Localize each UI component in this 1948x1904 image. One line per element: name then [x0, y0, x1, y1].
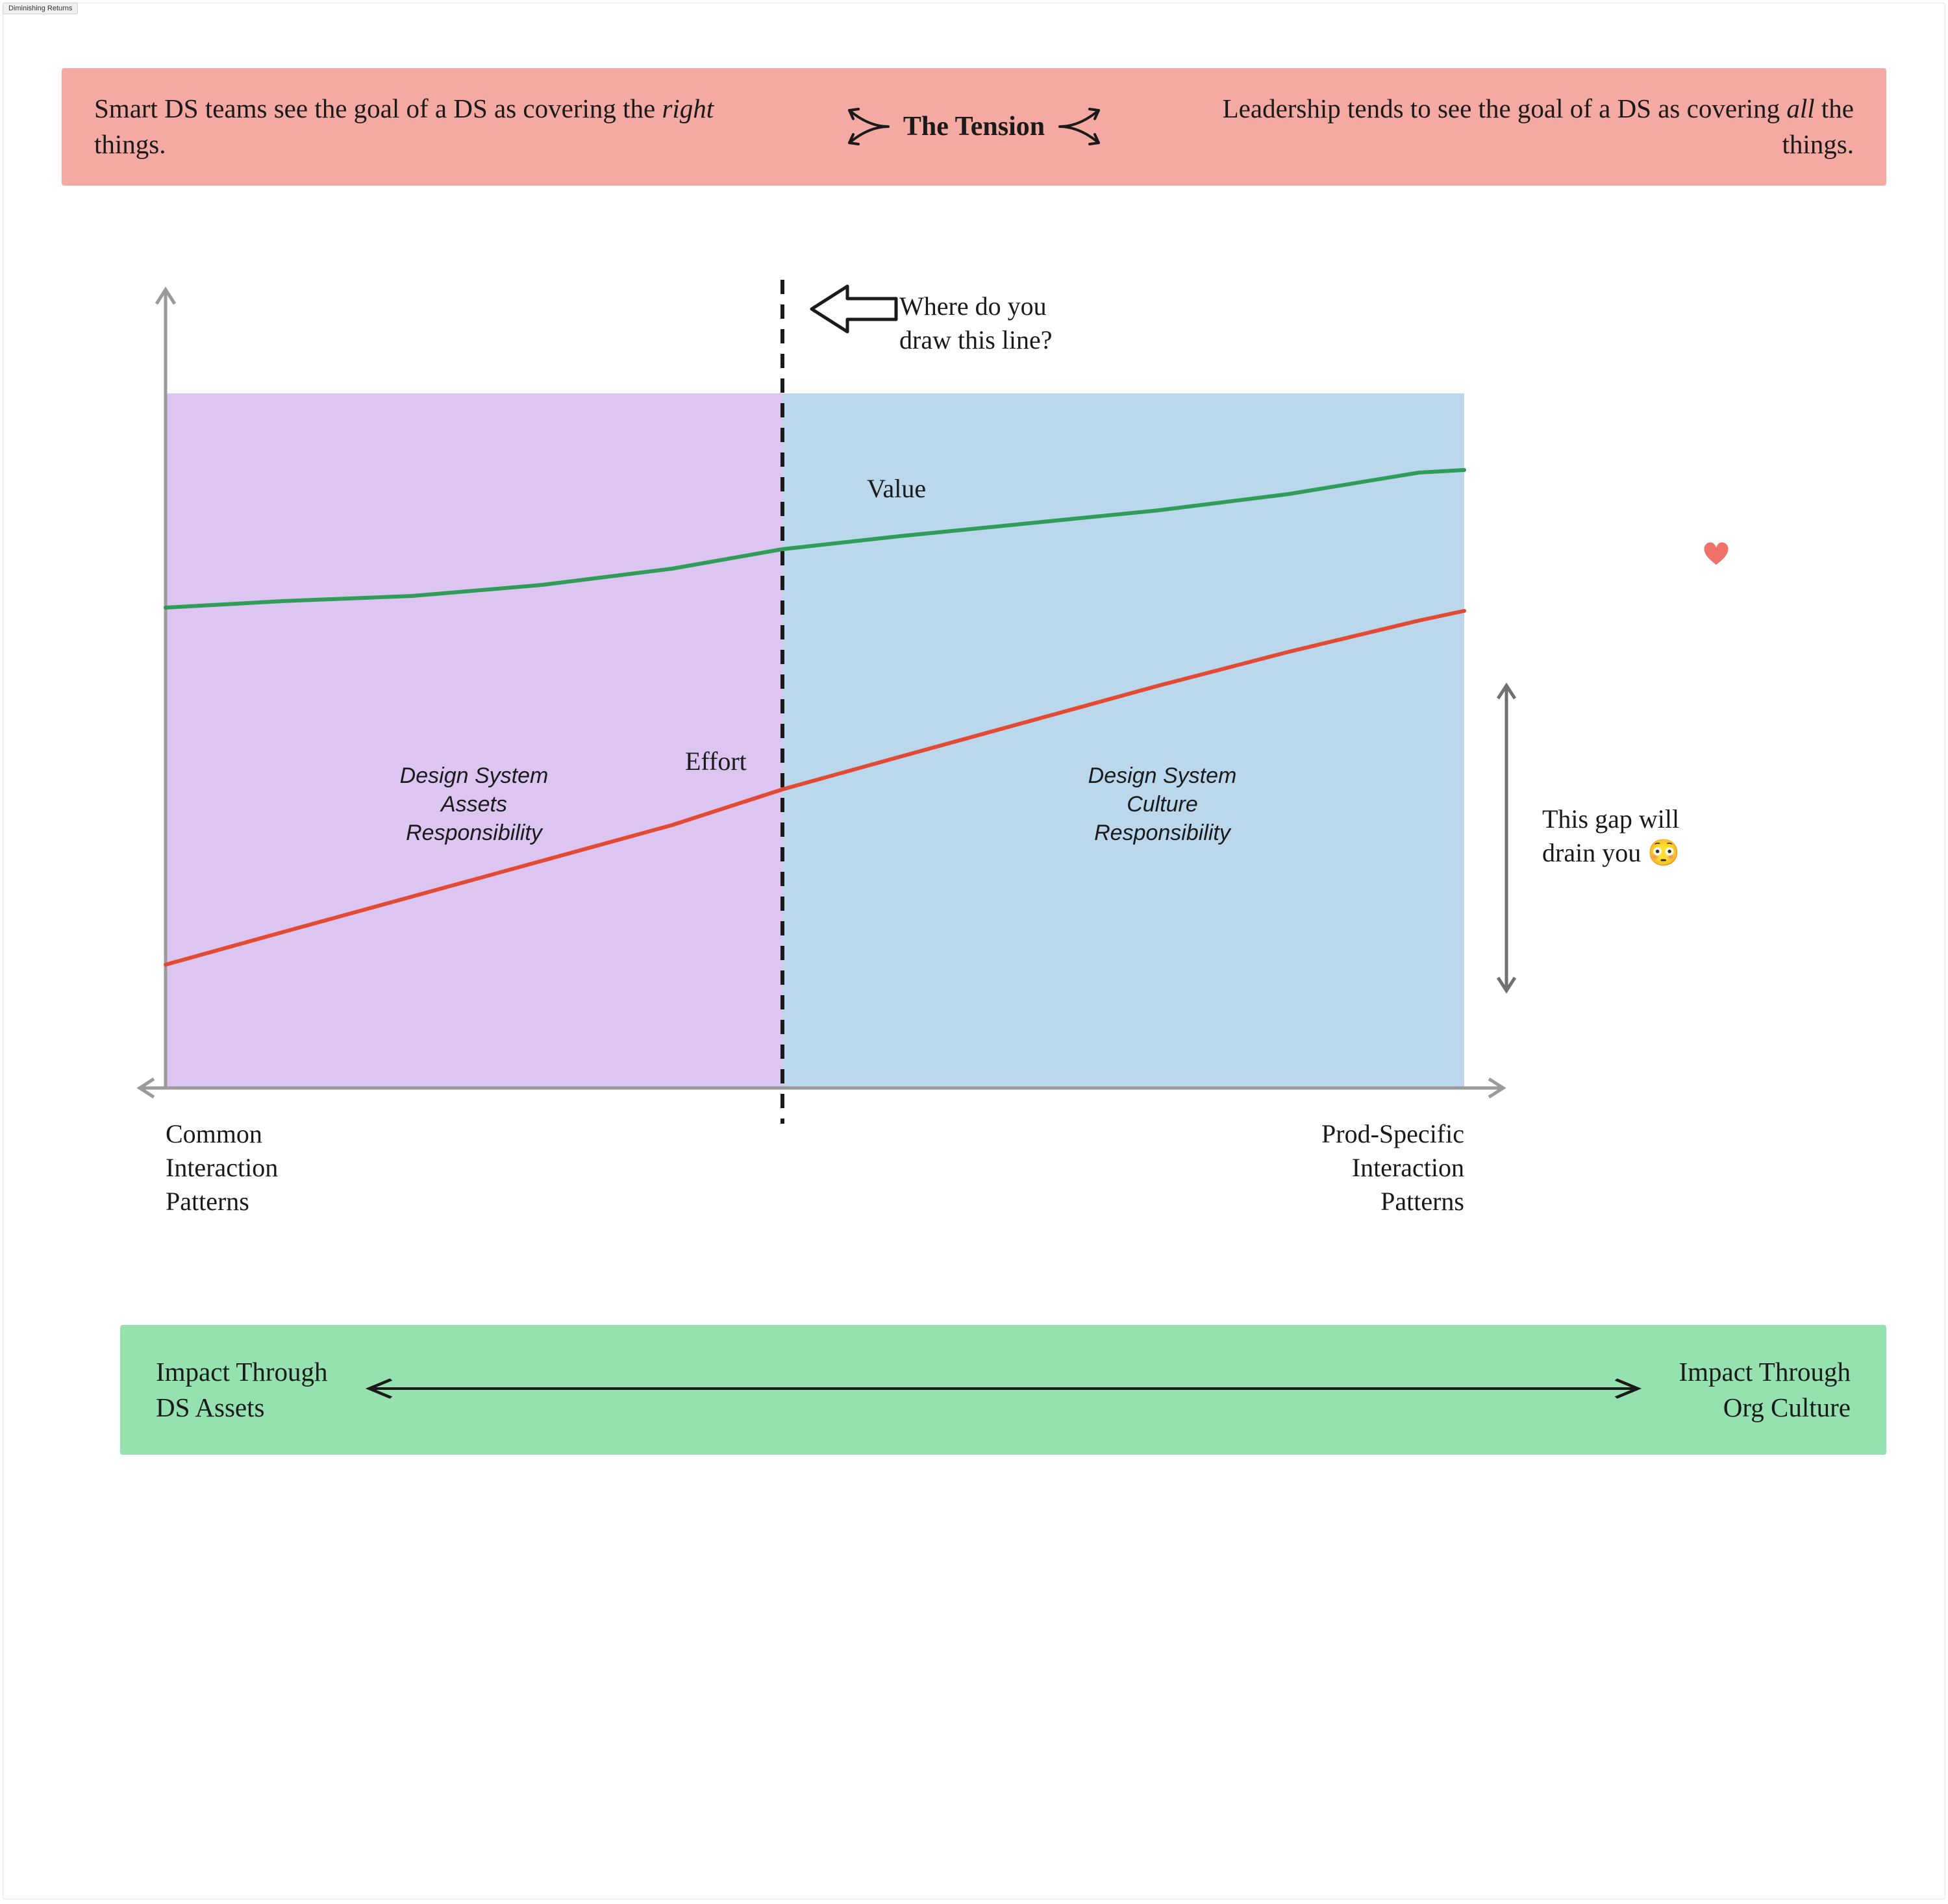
tension-right-pre: Leadership tends to see the goal of a DS… [1223, 93, 1787, 123]
tension-left-post: things. [94, 129, 166, 159]
gap-label: This gap will drain you 😳 [1542, 802, 1680, 870]
gap-line1: This gap will [1542, 804, 1679, 834]
footer-right-l1: Impact Through [1679, 1357, 1851, 1387]
tension-banner: Smart DS teams see the goal of a DS as c… [62, 68, 1886, 186]
svg-text:Assets: Assets [440, 792, 507, 817]
x-right-l2: Interaction [1352, 1153, 1464, 1182]
chart-svg: Value Effort Design System Assets Responsibi… [120, 315, 1614, 1159]
footer-right-text: Impact Through Org Culture [1679, 1354, 1851, 1426]
x-axis-right-label: Prod-Specific Interaction Patterns [1302, 1117, 1464, 1218]
tension-center: The Tension [833, 101, 1115, 153]
branching-arrow-right-icon [1056, 101, 1115, 153]
footer-right-l2: Org Culture [1723, 1392, 1851, 1422]
tension-center-label: The Tension [903, 111, 1045, 142]
page-frame: Diminishing Returns Smart DS teams see t… [3, 3, 1945, 1899]
svg-text:Culture: Culture [1127, 792, 1198, 817]
callout-line2: draw this line? [899, 325, 1053, 354]
svg-text:Responsibility: Responsibility [406, 821, 543, 845]
svg-text:Design System: Design System [400, 763, 549, 788]
footer-banner: Impact Through DS Assets Impact Through … [120, 1325, 1886, 1455]
chart-container: Value Effort Design System Assets Responsibi… [120, 315, 1886, 1163]
svg-text:Design System: Design System [1088, 763, 1237, 788]
svg-text:Responsibility: Responsibility [1094, 821, 1232, 845]
footer-arrow [347, 1376, 1660, 1405]
callout-text: Where do you draw this line? [899, 290, 1053, 357]
tension-left-pre: Smart DS teams see the goal of a DS as c… [94, 93, 662, 123]
footer-left-l1: Impact Through [156, 1357, 328, 1387]
callout-line1: Where do you [899, 291, 1047, 321]
svg-text:Effort: Effort [685, 747, 747, 776]
tension-right-em: all [1786, 93, 1814, 123]
branching-arrow-left-icon [833, 101, 892, 153]
heart-icon [1698, 536, 1734, 573]
tension-left-em: right [662, 93, 714, 123]
x-right-l1: Prod-Specific [1321, 1119, 1464, 1148]
footer-left-l2: DS Assets [156, 1392, 264, 1422]
svg-text:Value: Value [867, 474, 926, 503]
footer-left-text: Impact Through DS Assets [156, 1354, 328, 1426]
heart-badge[interactable] [1698, 536, 1734, 576]
x-axis-left-label: Common Interaction Patterns [166, 1117, 278, 1218]
x-right-l3: Patterns [1380, 1187, 1464, 1216]
double-arrow-icon [347, 1376, 1660, 1402]
tension-right-text: Leadership tends to see the goal of a DS… [1185, 91, 1854, 163]
gap-line2: drain you 😳 [1542, 838, 1680, 867]
x-left-l1: Common [166, 1119, 262, 1148]
x-left-l3: Patterns [166, 1187, 249, 1216]
canvas: Smart DS teams see the goal of a DS as c… [3, 3, 1945, 1899]
x-left-l2: Interaction [166, 1153, 278, 1182]
tension-left-text: Smart DS teams see the goal of a DS as c… [94, 91, 763, 163]
